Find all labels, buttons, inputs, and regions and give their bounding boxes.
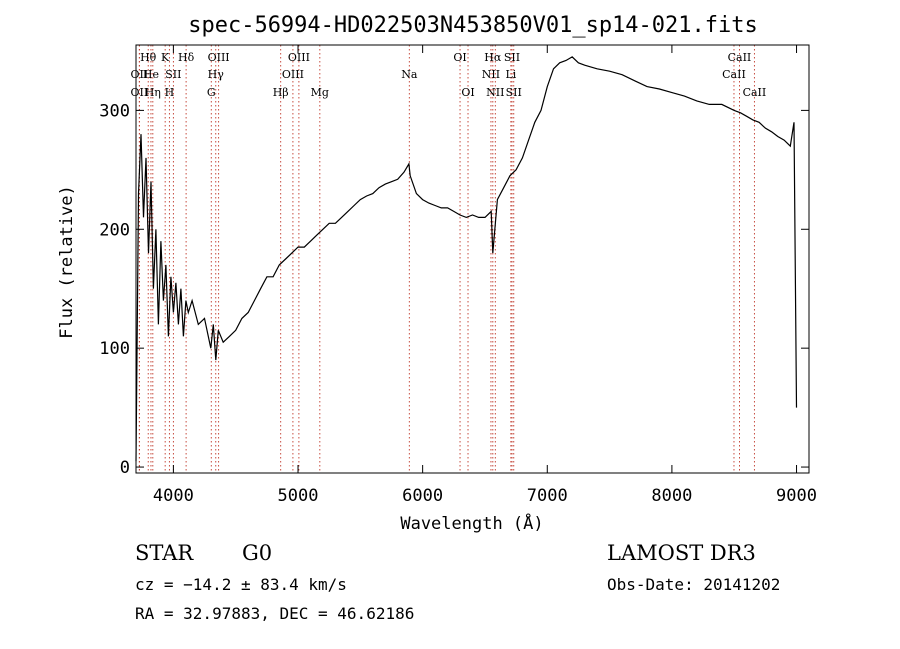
y-tick-label-1: 100 bbox=[99, 339, 130, 359]
line-label-9: OIII bbox=[208, 51, 230, 64]
observation-date: Obs-Date: 20141202 bbox=[607, 575, 780, 594]
line-label-17: OI bbox=[453, 51, 466, 64]
x-tick-label-5: 9000 bbox=[776, 486, 817, 506]
line-label-25: CaII bbox=[728, 51, 752, 64]
line-label-11: G bbox=[207, 86, 216, 99]
line-label-8: Hδ bbox=[178, 51, 195, 64]
coordinates: RA = 32.97883, DEC = 46.62186 bbox=[135, 604, 414, 623]
line-label-0: Hθ bbox=[140, 51, 157, 64]
line-label-3: He bbox=[143, 68, 159, 81]
redshift-cz: cz = −14.2 ± 83.4 km/s bbox=[135, 575, 347, 594]
line-label-20: NII bbox=[482, 68, 500, 81]
object-subclass: G0 bbox=[242, 541, 272, 565]
x-tick-label-2: 6000 bbox=[402, 486, 443, 506]
x-tick-label-3: 7000 bbox=[527, 486, 568, 506]
line-label-5: K bbox=[161, 51, 170, 64]
line-label-10: Hγ bbox=[208, 68, 225, 81]
line-label-21: NII bbox=[486, 86, 504, 99]
y-axis-label: Flux (relative) bbox=[57, 185, 77, 339]
line-label-4: Hη bbox=[145, 86, 161, 99]
line-label-14: OIII bbox=[282, 68, 304, 81]
y-axis: 0 100 200 300 bbox=[99, 101, 809, 478]
line-label-16: Na bbox=[401, 68, 418, 81]
spectral-line-markers bbox=[138, 45, 755, 473]
line-label-6: H bbox=[165, 86, 175, 99]
line-label-26: CaII bbox=[722, 68, 746, 81]
object-class: STAR bbox=[135, 541, 194, 565]
plot-frame bbox=[135, 44, 810, 474]
flux-series-line bbox=[135, 56, 798, 462]
line-label-13: OIII bbox=[288, 51, 310, 64]
chart-title: spec-56994-HD022503N453850V01_sp14-021.f… bbox=[188, 13, 758, 38]
line-label-23: Li bbox=[505, 68, 516, 81]
line-label-2: OII bbox=[131, 86, 149, 99]
x-axis-label: Wavelength (Å) bbox=[400, 512, 543, 534]
y-tick-label-3: 300 bbox=[99, 101, 130, 121]
line-label-12: Hβ bbox=[273, 86, 289, 99]
line-label-18: OI bbox=[461, 86, 474, 99]
line-label-22: SII bbox=[504, 51, 520, 64]
x-tick-label-4: 8000 bbox=[651, 486, 692, 506]
x-tick-label-1: 5000 bbox=[278, 486, 319, 506]
line-label-15: Mg bbox=[311, 86, 329, 99]
line-label-24: SII bbox=[506, 86, 522, 99]
survey-name: LAMOST DR3 bbox=[607, 541, 756, 565]
y-tick-label-0: 0 bbox=[120, 458, 130, 478]
x-axis: 4000 5000 6000 7000 8000 9000 bbox=[153, 45, 817, 506]
x-tick-label-0: 4000 bbox=[153, 486, 194, 506]
line-label-7: SII bbox=[165, 68, 181, 81]
y-tick-label-2: 200 bbox=[99, 220, 130, 240]
line-label-27: CaII bbox=[743, 86, 767, 99]
line-label-19: Hα bbox=[484, 51, 502, 64]
spectrum-info: STAR G0 LAMOST DR3 cz = −14.2 ± 83.4 km/… bbox=[135, 541, 780, 623]
line-label-1: OII bbox=[131, 68, 149, 81]
